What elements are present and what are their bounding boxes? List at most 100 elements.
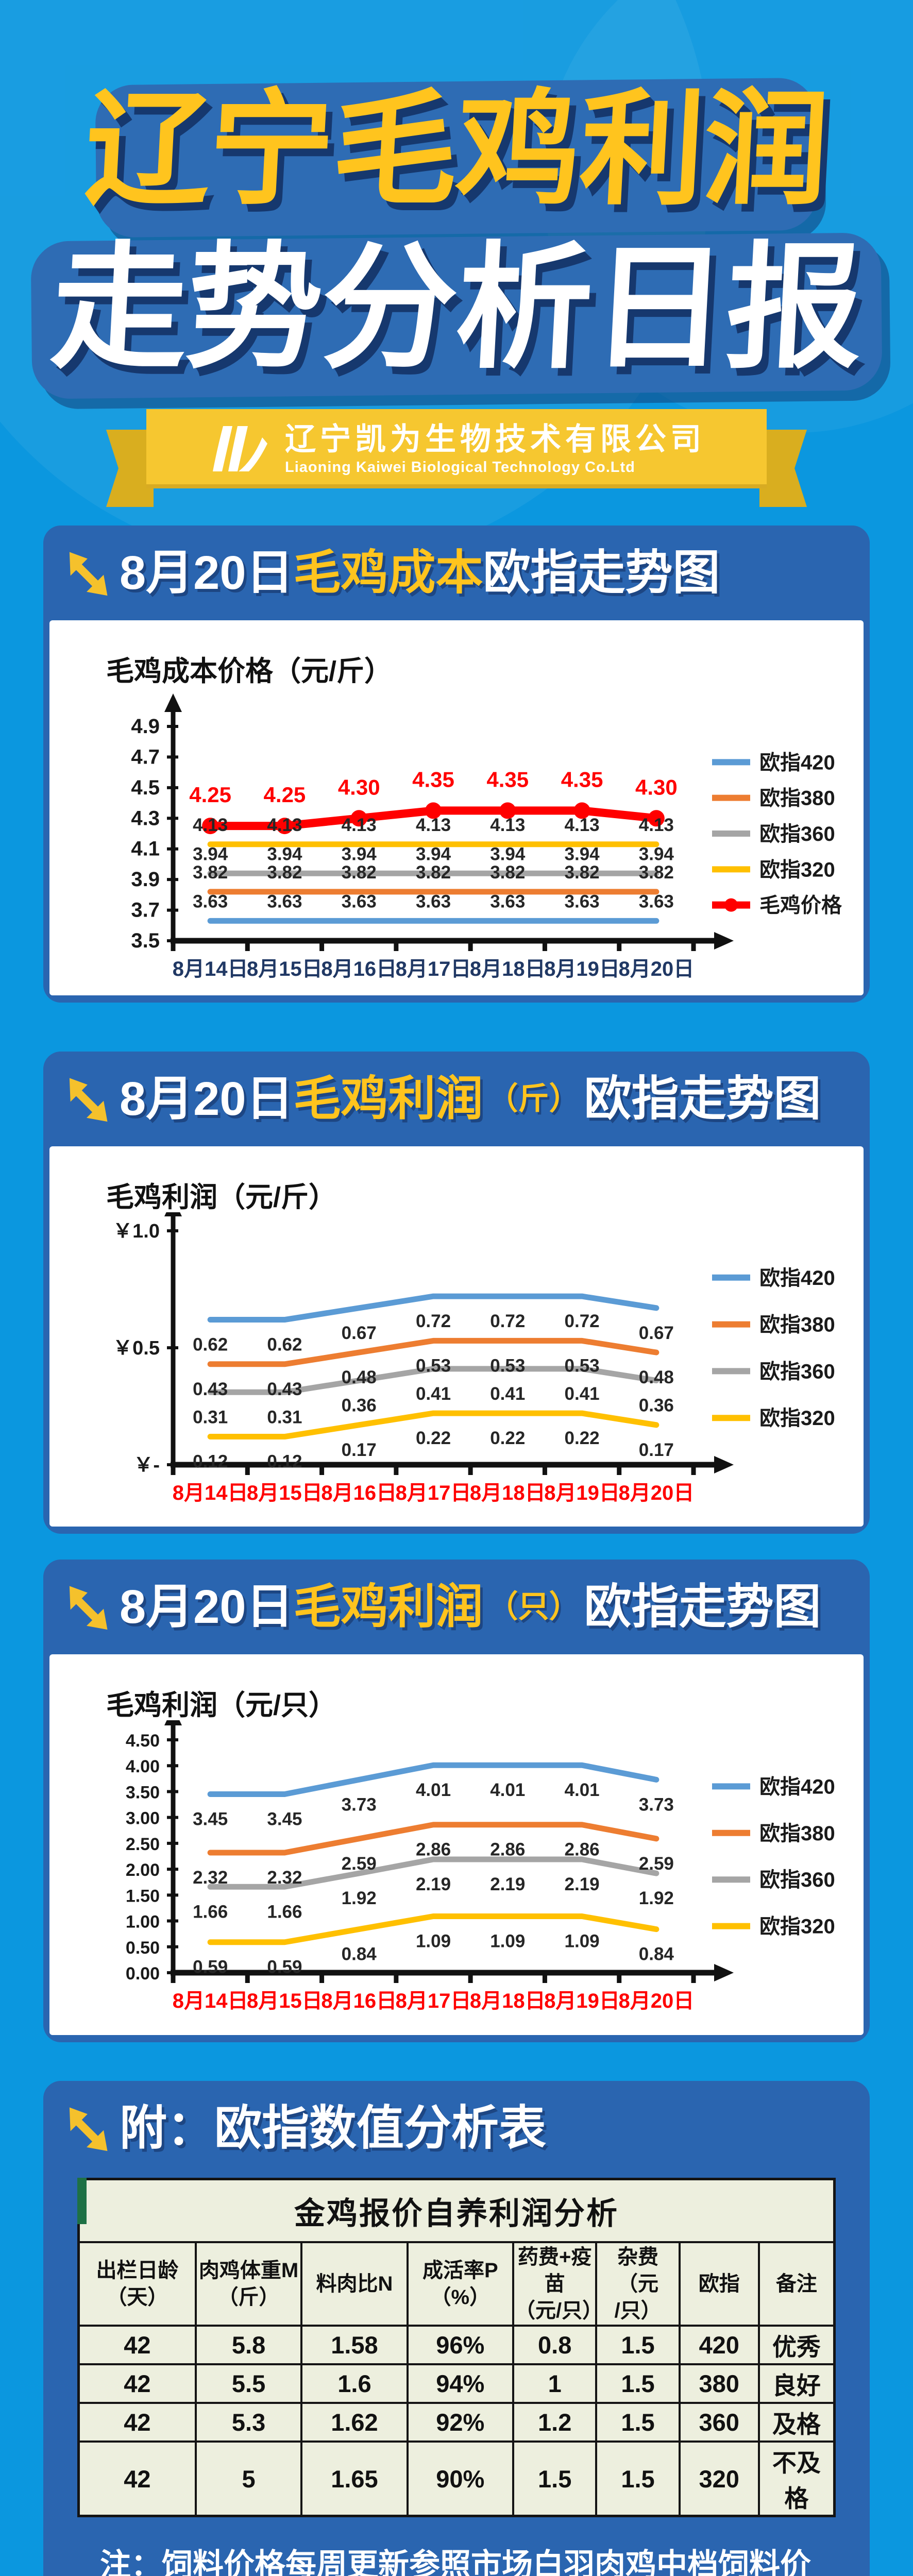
company-banner: 辽宁凯为生物技术有限公司 Liaoning Kaiwei Biological … xyxy=(106,409,807,507)
svg-text:4.13: 4.13 xyxy=(416,815,451,835)
svg-text:1.92: 1.92 xyxy=(342,1888,377,1908)
svg-text:2.19: 2.19 xyxy=(565,1874,600,1894)
svg-text:欧指360: 欧指360 xyxy=(759,1869,835,1891)
heading-prefix: 8月20日 xyxy=(120,547,294,599)
svg-text:3.73: 3.73 xyxy=(639,1794,674,1815)
svg-text:0.36: 0.36 xyxy=(639,1396,674,1416)
svg-text:8月14日: 8月14日 xyxy=(173,958,248,980)
table-cell: 42 xyxy=(77,2325,197,2365)
heading-suffix: 欧指走势图 xyxy=(483,547,720,599)
table-row: 42 5.5 1.6 94% 1 1.5 380 良好 xyxy=(77,2363,836,2404)
svg-text:欧指380: 欧指380 xyxy=(759,1822,835,1845)
svg-text:3.63: 3.63 xyxy=(193,891,228,911)
svg-text:3.94: 3.94 xyxy=(490,844,526,864)
table-wrap: 金鸡报价自养利润分析 出栏日龄 （天） 肉鸡体重M （斤） 料肉比N 成活率P （%）药… xyxy=(77,2178,836,2517)
svg-text:3.94: 3.94 xyxy=(193,844,228,864)
svg-text:0.22: 0.22 xyxy=(565,1428,600,1448)
svg-text:4.25: 4.25 xyxy=(264,783,306,807)
chart-title-profit-bird: 毛鸡利润（元/只） xyxy=(106,1690,337,1721)
svg-text:1.66: 1.66 xyxy=(193,1902,228,1922)
table-cell: 96% xyxy=(406,2325,515,2365)
svg-text:毛鸡价格: 毛鸡价格 xyxy=(759,894,842,917)
heading-unit: （只） xyxy=(487,1589,580,1624)
table-header-row: 出栏日龄 （天） 肉鸡体重M （斤） 料肉比N 成活率P （%） 药费+疫苗 （元/只）… xyxy=(77,2241,836,2327)
svg-text:0.41: 0.41 xyxy=(490,1384,525,1404)
heading-prefix: 8月20日 xyxy=(120,1581,294,1633)
svg-text:4.30: 4.30 xyxy=(338,775,380,799)
arrow-se-icon xyxy=(69,552,108,596)
svg-text:8月14日: 8月14日 xyxy=(173,1482,248,1504)
svg-text:2.19: 2.19 xyxy=(416,1874,451,1894)
table-cell: 1.65 xyxy=(300,2441,409,2517)
svg-text:0.72: 0.72 xyxy=(490,1311,525,1331)
analysis-table: 金鸡报价自养利润分析 出栏日龄 （天） 肉鸡体重M （斤） 料肉比N 成活率P （%）药… xyxy=(77,2178,836,2517)
svg-text:4.35: 4.35 xyxy=(412,767,454,791)
svg-text:3.63: 3.63 xyxy=(416,891,451,911)
svg-text:3.94: 3.94 xyxy=(639,844,674,864)
svg-text:3.45: 3.45 xyxy=(193,1809,228,1829)
svg-text:4.00: 4.00 xyxy=(126,1757,160,1776)
svg-text:0.00: 0.00 xyxy=(126,1964,160,1984)
svg-text:3.5: 3.5 xyxy=(131,929,160,952)
svg-text:0.31: 0.31 xyxy=(267,1407,302,1427)
company-name-en: Liaoning Kaiwei Biological Technology Co… xyxy=(285,459,635,476)
svg-text:0.41: 0.41 xyxy=(416,1384,451,1404)
table-cell: 42 xyxy=(77,2363,197,2404)
section-heading-profit-jin: 8月20日 毛鸡利润 （斤） 欧指走势图 xyxy=(43,1052,870,1146)
svg-text:0.12: 0.12 xyxy=(193,1452,228,1472)
svg-text:3.82: 3.82 xyxy=(342,862,377,883)
svg-text:2.19: 2.19 xyxy=(490,1874,525,1894)
svg-text:3.82: 3.82 xyxy=(267,862,302,883)
svg-text:3.9: 3.9 xyxy=(131,868,160,891)
svg-text:3.82: 3.82 xyxy=(565,862,600,883)
svg-text:8月17日: 8月17日 xyxy=(396,1990,471,2012)
table-cell: 42 xyxy=(77,2441,197,2517)
svg-text:3.63: 3.63 xyxy=(342,891,377,911)
main-title-text-1: 辽宁毛鸡利润 xyxy=(81,80,832,219)
kaiwei-logo-icon xyxy=(213,426,267,471)
svg-text:8月15日: 8月15日 xyxy=(247,1990,323,2012)
table-header-cell: 肉鸡体重M （斤） xyxy=(194,2241,303,2327)
ribbon-center: 辽宁凯为生物技术有限公司 Liaoning Kaiwei Biological … xyxy=(146,409,767,488)
svg-text:0.53: 0.53 xyxy=(490,1355,525,1376)
table-cell: 良好 xyxy=(757,2363,836,2404)
table-row: 42 5 1.65 90% 1.5 1.5 320 不及格 xyxy=(77,2441,836,2517)
svg-text:4.13: 4.13 xyxy=(639,815,674,835)
svg-text:8月15日: 8月15日 xyxy=(247,1482,323,1504)
svg-text:3.63: 3.63 xyxy=(639,891,674,911)
chart-title-profit-jin: 毛鸡利润（元/斤） xyxy=(106,1182,337,1213)
svg-text:8月14日: 8月14日 xyxy=(173,1990,248,2012)
heading-unit: （斤） xyxy=(487,1081,580,1116)
table-cell: 420 xyxy=(678,2325,760,2365)
svg-text:欧指360: 欧指360 xyxy=(759,1360,835,1383)
profit-per-bird-chart: 4.50 4.00 3.50 3.00 2.50 2.00 1.50 1.00 0.50 0.00… xyxy=(126,1720,835,2012)
main-title-text-2: 走势分析日报 xyxy=(47,232,866,384)
svg-text:0.43: 0.43 xyxy=(193,1379,228,1399)
table-cell: 90% xyxy=(406,2441,515,2517)
table-title: 金鸡报价自养利润分析 xyxy=(77,2178,836,2243)
section-heading-cost: 8月20日 毛鸡成本 欧指走势图 xyxy=(43,526,870,620)
chart-panel-cost: 毛鸡成本价格（元/斤） 4.9 4.7 4.5 4.3 4.1 3.9 3.7 3.5 8月14… xyxy=(49,620,864,995)
svg-text:4.25: 4.25 xyxy=(189,783,231,807)
svg-text:3.94: 3.94 xyxy=(565,844,600,864)
svg-text:4.01: 4.01 xyxy=(490,1780,525,1800)
table-cell: 1 xyxy=(512,2363,598,2404)
svg-text:8月19日: 8月19日 xyxy=(544,1990,620,2012)
svg-text:欧指320: 欧指320 xyxy=(759,1407,835,1430)
chart-panel-profit-jin: 毛鸡利润（元/斤） ￥1.0 ￥0.5 ￥- 8月14日 8月15日 8月16日 8月17日… xyxy=(49,1146,864,1527)
svg-text:1.66: 1.66 xyxy=(267,1902,302,1922)
table-header-cell: 成活率P （%） xyxy=(406,2241,515,2327)
chart-title-cost: 毛鸡成本价格（元/斤） xyxy=(106,656,393,687)
table-cell: 1.58 xyxy=(300,2325,409,2365)
svg-text:0.31: 0.31 xyxy=(193,1407,228,1427)
svg-text:0.17: 0.17 xyxy=(639,1440,674,1460)
svg-text:3.63: 3.63 xyxy=(267,891,302,911)
table-cell: 5.5 xyxy=(194,2363,303,2404)
svg-text:0.22: 0.22 xyxy=(416,1428,451,1448)
table-cell: 360 xyxy=(678,2402,760,2443)
table-cell: 94% xyxy=(406,2363,515,2404)
svg-text:1.09: 1.09 xyxy=(416,1931,451,1952)
svg-text:4.35: 4.35 xyxy=(486,767,529,791)
table-cell: 0.8 xyxy=(512,2325,598,2365)
svg-text:0.67: 0.67 xyxy=(342,1323,377,1343)
